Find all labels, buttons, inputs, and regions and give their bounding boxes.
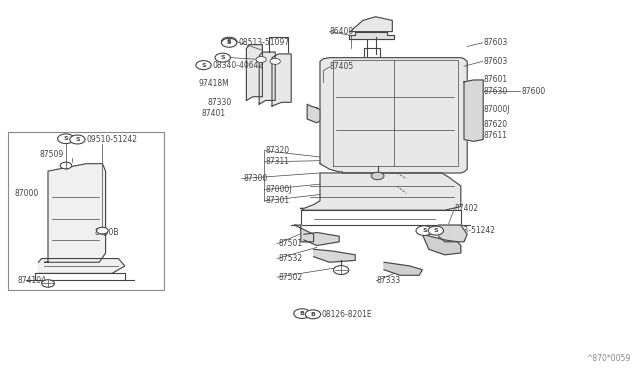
- Text: 8750B: 8750B: [95, 228, 119, 237]
- Text: 87330: 87330: [208, 98, 232, 107]
- Circle shape: [97, 227, 108, 234]
- Text: S: S: [227, 39, 232, 44]
- Text: 87620: 87620: [483, 120, 508, 129]
- Polygon shape: [38, 259, 125, 273]
- Circle shape: [305, 310, 321, 319]
- Text: 87301: 87301: [266, 196, 290, 205]
- Polygon shape: [259, 52, 275, 104]
- Circle shape: [196, 61, 211, 70]
- Text: 87600: 87600: [522, 87, 546, 96]
- Text: 87402: 87402: [454, 204, 479, 213]
- Text: 87630: 87630: [483, 87, 508, 96]
- Text: 08340-40642: 08340-40642: [212, 61, 264, 70]
- Text: S: S: [422, 228, 427, 233]
- Text: S: S: [201, 62, 206, 68]
- Circle shape: [60, 162, 72, 169]
- Polygon shape: [272, 54, 291, 106]
- Text: S: S: [75, 137, 80, 142]
- Text: 87311: 87311: [266, 157, 289, 166]
- Circle shape: [333, 266, 349, 275]
- Polygon shape: [464, 80, 483, 141]
- Text: 87603: 87603: [483, 57, 508, 66]
- Text: 87532: 87532: [278, 254, 303, 263]
- Text: 87502: 87502: [278, 273, 303, 282]
- Text: 87000: 87000: [14, 189, 38, 198]
- Text: 87501: 87501: [278, 239, 303, 248]
- Circle shape: [221, 37, 237, 46]
- Polygon shape: [422, 234, 461, 255]
- Polygon shape: [246, 45, 262, 100]
- Text: 87320: 87320: [266, 146, 290, 155]
- Circle shape: [221, 38, 237, 47]
- Text: 87603: 87603: [483, 38, 508, 47]
- Text: 87000J: 87000J: [483, 105, 509, 114]
- Text: 87401: 87401: [202, 109, 226, 118]
- Text: ^870*0059: ^870*0059: [586, 354, 630, 363]
- Circle shape: [428, 226, 444, 235]
- Circle shape: [215, 53, 230, 62]
- Text: 87300: 87300: [243, 174, 268, 183]
- Circle shape: [42, 280, 54, 287]
- Text: B: B: [310, 312, 316, 317]
- Circle shape: [58, 134, 74, 144]
- Polygon shape: [307, 104, 320, 123]
- Polygon shape: [350, 17, 392, 32]
- Text: 97418M: 97418M: [198, 79, 229, 88]
- Text: 87405: 87405: [330, 62, 354, 71]
- Text: 08543-51242: 08543-51242: [445, 226, 496, 235]
- Polygon shape: [45, 164, 106, 262]
- Polygon shape: [349, 32, 394, 39]
- Text: S: S: [433, 228, 438, 233]
- Text: S: S: [63, 136, 68, 141]
- Circle shape: [371, 172, 384, 180]
- Text: 87509: 87509: [40, 150, 64, 159]
- Circle shape: [270, 58, 280, 64]
- Polygon shape: [384, 262, 422, 275]
- Text: 87410A: 87410A: [18, 276, 47, 285]
- Text: 08126-8201E: 08126-8201E: [322, 310, 372, 319]
- Text: 87333: 87333: [376, 276, 401, 285]
- Polygon shape: [304, 232, 339, 246]
- Circle shape: [294, 309, 310, 318]
- Circle shape: [70, 135, 85, 144]
- Text: 09510-51242: 09510-51242: [86, 135, 138, 144]
- Text: S: S: [227, 40, 232, 45]
- Polygon shape: [294, 225, 314, 242]
- Text: 87611: 87611: [483, 131, 507, 140]
- Bar: [8, 132, 164, 290]
- Text: 08513-51097: 08513-51097: [238, 38, 289, 47]
- Text: 87601: 87601: [483, 76, 508, 84]
- Circle shape: [256, 57, 266, 62]
- Text: S: S: [220, 55, 225, 60]
- Text: B: B: [300, 311, 305, 316]
- Polygon shape: [301, 173, 461, 210]
- Polygon shape: [314, 249, 355, 262]
- Polygon shape: [438, 225, 467, 242]
- Text: 86400: 86400: [330, 27, 354, 36]
- Polygon shape: [320, 58, 467, 173]
- Text: 87000J: 87000J: [266, 185, 292, 194]
- Circle shape: [416, 226, 433, 235]
